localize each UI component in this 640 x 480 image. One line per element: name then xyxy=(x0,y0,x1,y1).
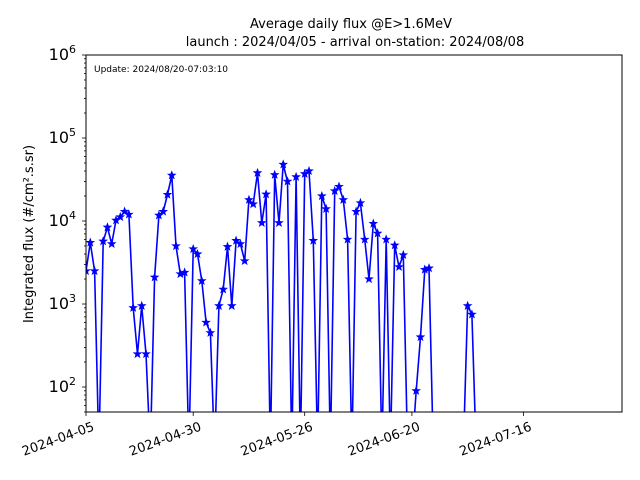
data-point xyxy=(179,267,190,277)
data-point xyxy=(252,167,263,177)
data-point xyxy=(282,176,293,186)
update-annotation: Update: 2024/08/20-07:03:10 xyxy=(94,65,228,75)
series-group xyxy=(86,159,477,412)
x-tick-label: 2024-04-30 xyxy=(127,420,203,460)
data-point xyxy=(256,217,267,227)
data-point xyxy=(188,243,199,254)
data-point xyxy=(351,206,361,216)
x-axis: 2024-04-05 2024-04-30 2024-05-26 2024-06-20… xyxy=(20,412,534,460)
data-point xyxy=(86,237,96,247)
data-point xyxy=(239,255,250,266)
data-point xyxy=(158,206,168,216)
data-point xyxy=(338,194,349,204)
data-point xyxy=(321,203,331,213)
series-line xyxy=(86,163,476,412)
x-tick-label: 2024-07-16 xyxy=(458,420,534,460)
x-tick-label: 2024-05-26 xyxy=(239,420,315,460)
data-point xyxy=(278,159,289,169)
chart-title: Average daily flux @E>1.6MeV xyxy=(250,17,452,32)
data-point xyxy=(381,234,391,244)
data-point xyxy=(196,275,207,285)
data-point xyxy=(467,309,477,319)
data-point xyxy=(214,300,224,310)
data-point xyxy=(329,185,340,196)
data-point xyxy=(201,317,211,327)
data-point xyxy=(334,181,344,191)
data-point xyxy=(86,265,91,276)
data-point xyxy=(372,228,383,238)
data-point xyxy=(355,197,366,208)
y-tick-label: 105 xyxy=(49,126,76,147)
data-point xyxy=(235,238,246,248)
y-tick-label: 103 xyxy=(49,292,76,313)
data-point xyxy=(274,217,284,227)
data-point xyxy=(389,240,400,250)
x-tick-label: 2024-06-20 xyxy=(346,420,422,460)
data-point xyxy=(291,171,301,181)
data-point xyxy=(304,165,314,176)
data-point xyxy=(171,240,181,251)
data-point xyxy=(415,331,426,342)
data-point xyxy=(141,348,151,359)
data-point xyxy=(89,265,100,276)
data-point xyxy=(98,236,108,246)
y-tick-label: 102 xyxy=(49,375,76,396)
data-point xyxy=(261,189,271,199)
data-point xyxy=(248,199,259,209)
data-point xyxy=(149,272,160,282)
data-point xyxy=(424,263,434,273)
data-point xyxy=(132,348,143,359)
data-point xyxy=(359,234,370,244)
data-point xyxy=(269,169,280,179)
x-tick-label: 2024-04-05 xyxy=(20,420,96,460)
data-point xyxy=(462,300,473,310)
data-point xyxy=(368,218,379,228)
data-layer xyxy=(86,159,477,412)
data-point xyxy=(342,234,353,244)
data-point xyxy=(364,273,374,284)
data-point xyxy=(128,302,138,312)
data-point xyxy=(192,248,203,259)
data-point xyxy=(226,300,237,310)
data-point xyxy=(205,327,216,337)
data-point xyxy=(136,300,147,310)
data-point xyxy=(398,249,409,260)
y-axis-label: Integrated flux (#/cm².s.sr) xyxy=(22,145,37,323)
data-point xyxy=(102,222,113,232)
data-point xyxy=(394,261,404,271)
data-point xyxy=(244,194,254,204)
data-point xyxy=(317,190,327,201)
data-point xyxy=(119,206,130,216)
chart-subtitle: launch : 2024/04/05 - arrival on-station… xyxy=(186,35,524,50)
y-tick-label: 106 xyxy=(49,43,76,64)
data-point xyxy=(166,170,177,180)
data-point xyxy=(115,211,126,222)
data-point xyxy=(411,385,421,395)
data-point xyxy=(106,238,117,248)
data-point xyxy=(218,284,229,294)
y-tick-label: 104 xyxy=(49,209,76,230)
data-point xyxy=(124,209,134,219)
y-axis: 102 103 104 105 106 xyxy=(49,43,86,413)
data-point xyxy=(162,189,173,199)
data-point xyxy=(222,241,233,251)
data-point xyxy=(308,235,319,245)
